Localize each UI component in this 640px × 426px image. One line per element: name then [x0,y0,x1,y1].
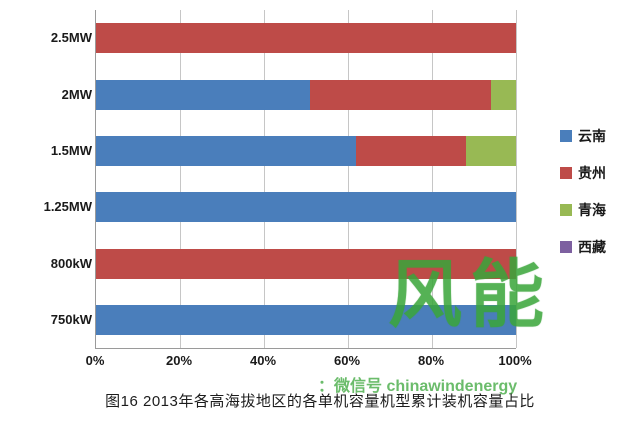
y-label-2MW: 2MW [61,86,92,102]
legend-swatch-西藏 [560,241,572,253]
bar-segment-云南 [96,192,516,223]
x-tick-20%: 20% [165,353,193,368]
bar-segment-青海 [490,79,516,110]
bar-segment-青海 [465,135,516,166]
gridline [348,10,349,348]
legend-label-青海: 青海 [578,202,606,218]
y-label-1.25MW: 1.25MW [43,199,92,215]
gridline [432,10,433,348]
legend-item-贵州: 贵州 [560,163,606,183]
legend-item-云南: 云南 [560,126,606,146]
legend: 云南 贵州 青海 西藏 [560,126,606,257]
x-tick-0%: 0% [85,353,105,368]
gridline [180,10,181,348]
bar-row-800kW [96,248,516,279]
gridline [516,10,517,348]
bar-segment-贵州 [96,248,516,279]
gridline [264,10,265,348]
bar-row-2MW [96,79,516,110]
bar-segment-贵州 [310,79,491,110]
bar-segment-云南 [96,79,311,110]
legend-label-贵州: 贵州 [578,165,606,181]
bar-row-1.25MW [96,192,516,223]
bar-row-1.5MW [96,135,516,166]
legend-swatch-贵州 [560,167,572,179]
bar-row-750kW [96,304,516,335]
bar-segment-云南 [96,135,357,166]
bar-segment-云南 [96,304,516,335]
legend-item-西藏: 西藏 [560,237,606,257]
y-label-800kW: 800kW [50,255,92,271]
bar-segment-贵州 [356,135,466,166]
x-tick-80%: 80% [417,353,445,368]
bar-segment-贵州 [96,23,516,54]
bar-row-2.5MW [96,23,516,54]
legend-item-青海: 青海 [560,200,606,220]
legend-swatch-青海 [560,204,572,216]
plot-area [95,10,517,349]
x-tick-100%: 100% [498,353,532,368]
legend-label-西藏: 西藏 [578,239,606,255]
x-tick-40%: 40% [249,353,277,368]
y-label-2.5MW: 2.5MW [50,30,92,46]
x-tick-60%: 60% [333,353,361,368]
legend-swatch-云南 [560,130,572,142]
chart-caption: 图16 2013年各高海拔地区的各单机容量机型累计装机容量占比 [105,393,535,410]
y-label-1.5MW: 1.5MW [50,142,92,158]
y-label-750kW: 750kW [50,311,92,327]
legend-label-云南: 云南 [578,128,606,144]
